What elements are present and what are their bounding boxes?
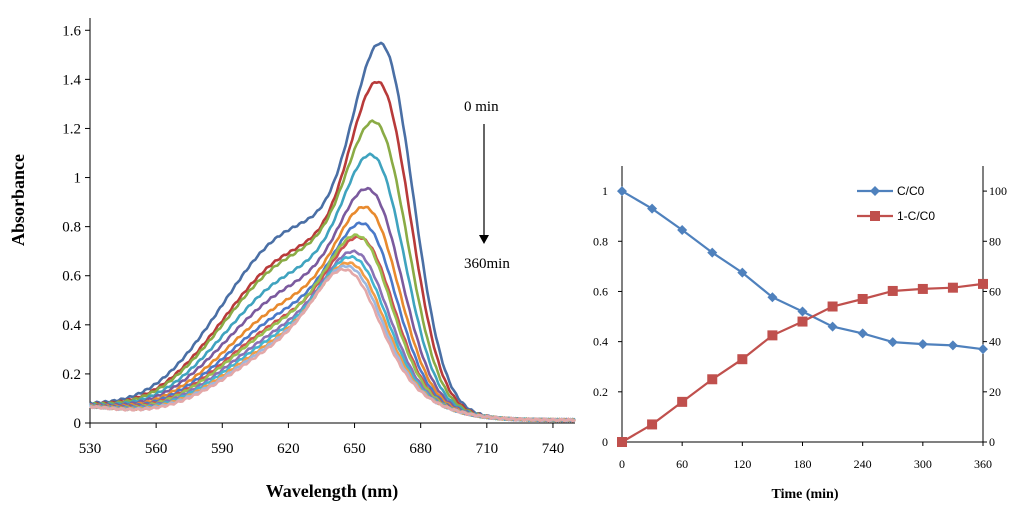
x-axis-title-2: Time (min) [771, 487, 838, 502]
data-point-c-c0 [978, 344, 988, 355]
x-tick-label: 530 [79, 441, 102, 457]
data-point-c-c0 [827, 321, 838, 332]
data-point-c-c0 [737, 267, 748, 278]
x-tick-label-2: 60 [676, 457, 688, 471]
data-point-1-c-c0 [797, 316, 808, 327]
legend-marker-diamond [870, 186, 880, 196]
data-point-c-c0 [947, 340, 958, 351]
x-tick-label-2: 300 [914, 457, 932, 471]
y-tick-label: 1.4 [62, 72, 81, 88]
y-right-tick-label: 0 [989, 435, 995, 449]
x-tick-label: 620 [277, 441, 300, 457]
data-point-c-c0 [707, 247, 718, 258]
x-tick-label: 560 [145, 441, 168, 457]
y-tick-label: 0 [74, 416, 82, 432]
data-point-c-c0 [857, 328, 868, 339]
y-tick-label: 0.2 [62, 367, 81, 383]
data-point-c-c0 [677, 224, 688, 235]
x-tick-label: 710 [476, 441, 499, 457]
spectrum-line [89, 152, 576, 423]
data-point-1-c-c0 [857, 293, 868, 304]
y-left-tick-label: 0.6 [593, 284, 608, 298]
data-point-1-c-c0 [827, 301, 838, 312]
y-tick-label: 0.8 [62, 220, 81, 236]
y-left-tick-label: 1 [602, 184, 608, 198]
y-tick-label: 1 [74, 171, 82, 187]
y-left-tick-label: 0.4 [593, 335, 608, 349]
y-tick-label: 1.2 [62, 121, 81, 137]
legend-marker-square [870, 211, 880, 221]
data-point-1-c-c0 [978, 278, 988, 289]
legend-label: 1-C/C0 [897, 209, 935, 223]
y-right-tick-label: 40 [989, 335, 1001, 349]
data-point-1-c-c0 [887, 285, 898, 296]
data-point-c-c0 [797, 306, 808, 317]
y-tick-label: 0.6 [62, 269, 81, 285]
data-point-c-c0 [767, 292, 778, 303]
data-point-c-c0 [917, 339, 928, 350]
data-point-c-c0 [617, 186, 627, 197]
y-right-tick-label: 60 [989, 284, 1001, 298]
data-point-1-c-c0 [617, 437, 627, 447]
y-tick-label: 1.6 [62, 23, 81, 39]
data-point-c-c0 [887, 337, 898, 348]
data-point-1-c-c0 [647, 419, 658, 430]
y-left-tick-label: 0.2 [593, 385, 608, 399]
data-point-1-c-c0 [737, 354, 748, 365]
data-point-1-c-c0 [917, 283, 928, 294]
data-point-1-c-c0 [767, 330, 778, 341]
annotation-end-time: 360min [464, 256, 510, 272]
x-tick-label-2: 240 [854, 457, 872, 471]
x-tick-label-2: 0 [619, 457, 625, 471]
y-left-tick-label: 0 [602, 435, 608, 449]
x-tick-label: 740 [542, 441, 565, 457]
y-right-tick-label: 80 [989, 234, 1001, 248]
y-right-tick-label: 20 [989, 385, 1001, 399]
x-tick-label-2: 360 [974, 457, 992, 471]
y-right-tick-label: 100 [989, 184, 1007, 198]
time-arrow-head [479, 235, 489, 244]
x-axis-title: Wavelength (nm) [266, 481, 399, 502]
data-point-1-c-c0 [707, 374, 718, 385]
data-point-c-c0 [647, 203, 658, 214]
y-tick-label: 0.4 [62, 318, 81, 334]
y-axis-title: Absorbance [8, 154, 28, 246]
data-point-1-c-c0 [947, 282, 958, 293]
x-tick-label: 590 [211, 441, 234, 457]
legend-label: C/C0 [897, 184, 925, 198]
x-tick-label-2: 120 [733, 457, 751, 471]
x-tick-label: 650 [343, 441, 366, 457]
y-left-tick-label: 0.8 [593, 234, 608, 248]
x-tick-label: 680 [409, 441, 432, 457]
annotation-start-time: 0 min [464, 99, 499, 115]
x-tick-label-2: 180 [794, 457, 812, 471]
spectrum-line [89, 41, 576, 423]
spectrum-line [89, 267, 576, 423]
data-point-1-c-c0 [677, 396, 688, 407]
